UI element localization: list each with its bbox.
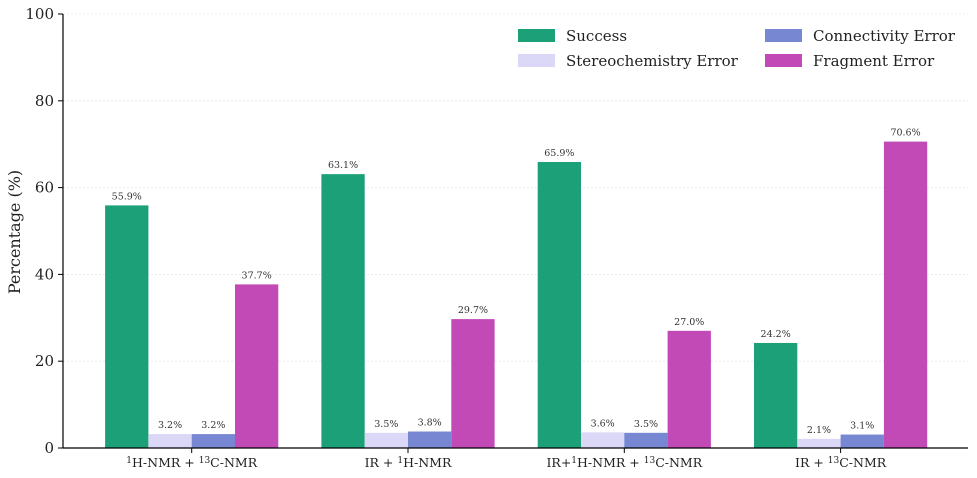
x-tick-label: 1H-NMR + 13C-NMR xyxy=(126,455,257,470)
data-label: 3.8% xyxy=(418,418,442,429)
y-axis-label: Percentage (%) xyxy=(5,170,24,294)
y-tick-label: 80 xyxy=(35,92,54,110)
legend-label: Connectivity Error xyxy=(813,27,956,45)
bar-success xyxy=(537,161,581,448)
bar-success xyxy=(321,174,365,448)
bars xyxy=(105,141,928,448)
legend-label: Success xyxy=(566,27,627,45)
bar-connectivity-error xyxy=(408,431,452,448)
data-labels: 55.9% 3.2% 3.2% 37.7% 63.1% 3.5% 3.8% 29.7% 65.9… xyxy=(112,128,921,436)
x-tick-label-part: C-NMR xyxy=(839,455,887,470)
data-label: 37.7% xyxy=(242,270,272,281)
x-tick-label: IR+1H-NMR + 13C-NMR xyxy=(546,455,702,470)
legend-label: Stereochemistry Error xyxy=(566,52,739,70)
bar-stereochemistry-error xyxy=(581,432,625,448)
x-tick-label-part: IR+ xyxy=(546,455,571,470)
bar-stereochemistry-error xyxy=(797,438,841,448)
bar-success xyxy=(105,205,149,448)
legend: Success Stereochemistry Error Connectivity… xyxy=(518,27,956,70)
x-tick-label: IR + 13C-NMR xyxy=(795,455,887,470)
legend-swatch xyxy=(518,54,555,67)
data-label: 27.0% xyxy=(674,317,704,328)
bar-fragment-error xyxy=(451,319,495,448)
y-tick-label: 100 xyxy=(25,5,54,23)
legend-label: Fragment Error xyxy=(813,52,935,70)
legend-swatch xyxy=(518,29,555,42)
data-label: 70.6% xyxy=(890,128,920,139)
grid-lines xyxy=(63,13,968,362)
data-label: 3.5% xyxy=(374,419,398,430)
data-label: 63.1% xyxy=(328,160,358,171)
bar-connectivity-error xyxy=(624,432,668,448)
bar-stereochemistry-error xyxy=(364,432,408,448)
data-label: 55.9% xyxy=(112,191,142,202)
data-label: 29.7% xyxy=(458,305,488,316)
legend-swatch xyxy=(765,29,802,42)
x-tick-label-part: H-NMR + xyxy=(132,455,199,470)
x-tick-label: IR + 1H-NMR xyxy=(365,455,452,470)
data-label: 24.2% xyxy=(761,329,791,340)
x-tick-label-part: 13 xyxy=(644,456,656,466)
data-label: 3.6% xyxy=(591,418,615,429)
x-tick-label-part: 13 xyxy=(828,456,840,466)
x-tick-label-part: 1 xyxy=(571,456,577,466)
x-tick-label-part: C-NMR xyxy=(655,455,703,470)
data-label: 2.1% xyxy=(807,425,831,436)
x-tick-label-part: IR + xyxy=(795,455,828,470)
y-tick-label: 60 xyxy=(35,179,54,197)
bar-success xyxy=(754,342,798,448)
bar-fragment-error xyxy=(235,284,279,448)
x-tick-label-part: 13 xyxy=(199,456,211,466)
legend-swatch xyxy=(765,54,802,67)
data-label: 3.2% xyxy=(201,420,225,431)
bar-fragment-error xyxy=(667,330,711,448)
bar-connectivity-error xyxy=(840,434,884,448)
x-tick-label-part: 1 xyxy=(397,456,403,466)
data-label: 3.1% xyxy=(850,421,874,432)
bar-connectivity-error xyxy=(191,434,235,448)
y-tick-label: 0 xyxy=(44,439,54,457)
x-tick-label-part: H-NMR xyxy=(403,455,452,470)
x-tick-label-part: 1 xyxy=(126,456,132,466)
bar-stereochemistry-error xyxy=(148,434,192,448)
data-label: 65.9% xyxy=(544,148,574,159)
x-tick-label-part: C-NMR xyxy=(210,455,258,470)
x-tick-label-part: H-NMR + xyxy=(577,455,644,470)
x-tick-label-part: IR + xyxy=(365,455,398,470)
y-tick-label: 20 xyxy=(35,352,54,370)
bar-fragment-error xyxy=(883,141,928,448)
data-label: 3.2% xyxy=(158,420,182,431)
data-label: 3.5% xyxy=(634,419,658,430)
y-tick-label: 40 xyxy=(35,265,54,283)
